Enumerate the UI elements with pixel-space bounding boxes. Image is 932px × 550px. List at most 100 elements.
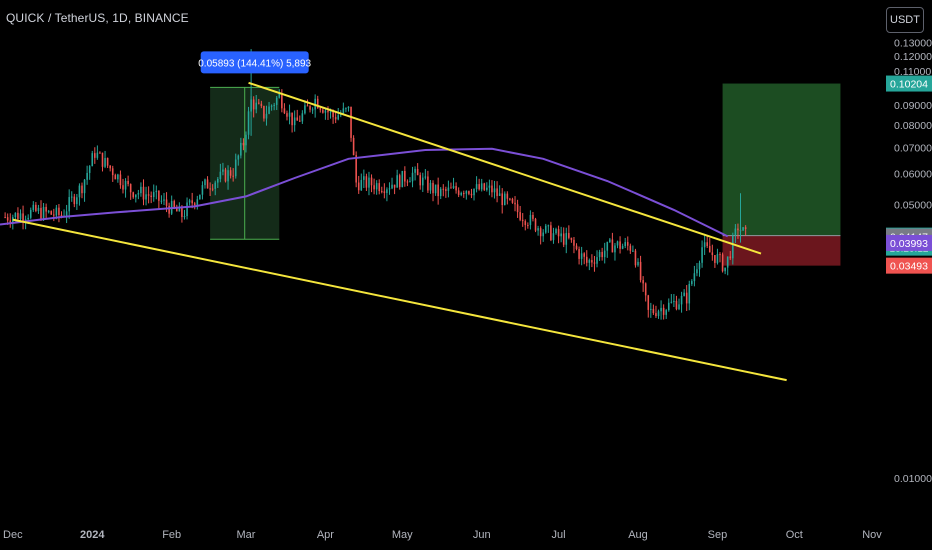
candle-body bbox=[142, 186, 145, 200]
y-axis-tick-label: 0.07000 bbox=[894, 143, 932, 155]
candle-body bbox=[168, 205, 170, 214]
candle-body bbox=[78, 185, 81, 198]
candle-body bbox=[442, 188, 445, 190]
candle-body bbox=[386, 189, 388, 193]
candle-body bbox=[657, 311, 660, 317]
candle-body bbox=[252, 99, 255, 110]
candle-body bbox=[260, 103, 263, 107]
candle-body bbox=[209, 188, 211, 190]
candle-body bbox=[542, 232, 545, 237]
candle-body bbox=[509, 198, 511, 200]
x-axis-tick-label: Sep bbox=[708, 529, 728, 541]
trendline-lower bbox=[12, 218, 787, 382]
candle-body bbox=[127, 180, 129, 185]
candle-body bbox=[347, 106, 350, 109]
candle-body bbox=[667, 302, 670, 311]
candle-body bbox=[176, 207, 178, 212]
candle-body bbox=[652, 308, 655, 314]
candle-body bbox=[211, 188, 214, 190]
candle-body bbox=[334, 117, 337, 120]
candle-body bbox=[678, 304, 680, 310]
candle-body bbox=[99, 152, 101, 154]
candle-body bbox=[132, 192, 135, 198]
candle-body bbox=[493, 188, 496, 193]
candle-body bbox=[457, 190, 460, 195]
candle-body bbox=[158, 190, 160, 201]
currency-button[interactable]: USDT bbox=[886, 7, 924, 33]
candle-body bbox=[196, 199, 199, 206]
candle-body bbox=[181, 206, 183, 217]
candle-body bbox=[514, 202, 516, 205]
candle-body bbox=[281, 93, 283, 109]
candle-body bbox=[222, 169, 224, 172]
candle-body bbox=[475, 184, 478, 189]
candle-body bbox=[268, 106, 270, 114]
candle-body bbox=[237, 155, 240, 160]
x-axis-tick-label: May bbox=[392, 529, 413, 541]
candle-body bbox=[350, 106, 352, 138]
candle-body bbox=[539, 228, 542, 237]
candle-body bbox=[257, 102, 260, 104]
candle-body bbox=[214, 182, 217, 189]
candle-body bbox=[227, 170, 229, 182]
candle-body bbox=[680, 295, 683, 305]
x-axis-tick-label: Nov bbox=[862, 529, 882, 541]
y-axis-tick-label: 0.01000 bbox=[894, 473, 932, 485]
moving-average-line bbox=[0, 147, 729, 238]
candle-body bbox=[40, 207, 42, 219]
candle-body bbox=[150, 195, 152, 198]
price-label: 0.10204 bbox=[890, 79, 928, 91]
y-axis-tick-label: 0.11000 bbox=[894, 66, 931, 78]
candle-body bbox=[465, 191, 468, 194]
trendline-upper bbox=[248, 81, 762, 255]
price-label: 0.03493 bbox=[890, 261, 928, 273]
candle-body bbox=[439, 188, 442, 197]
candle-body bbox=[193, 203, 196, 206]
candle-body bbox=[729, 256, 732, 259]
candle-body bbox=[716, 254, 719, 263]
candle-body bbox=[511, 198, 514, 203]
candle-body bbox=[470, 193, 473, 196]
candle-body bbox=[647, 295, 650, 310]
candle-body bbox=[378, 183, 381, 192]
candle-body bbox=[537, 228, 539, 231]
candle-body bbox=[488, 185, 491, 188]
candle-body bbox=[324, 110, 327, 113]
candle-body bbox=[355, 155, 357, 183]
candle-body bbox=[145, 194, 147, 200]
candle-body bbox=[596, 257, 598, 264]
candle-body bbox=[9, 220, 12, 223]
candle-body bbox=[734, 228, 737, 236]
candle-body bbox=[255, 102, 258, 110]
candle-body bbox=[140, 186, 142, 194]
candle-body bbox=[452, 186, 455, 189]
candle-body bbox=[275, 97, 278, 105]
candle-body bbox=[114, 175, 117, 180]
candle-body bbox=[360, 179, 363, 191]
candle-body bbox=[137, 193, 140, 195]
candle-body bbox=[370, 177, 373, 186]
candle-body bbox=[375, 183, 378, 190]
candle-body bbox=[296, 117, 299, 121]
candle-body bbox=[283, 108, 286, 114]
candle-body bbox=[278, 93, 281, 98]
candle-body bbox=[506, 193, 509, 199]
candle-body bbox=[91, 153, 94, 167]
candle-body bbox=[345, 108, 347, 110]
candle-body bbox=[552, 233, 555, 241]
candle-body bbox=[383, 191, 386, 193]
candle-body bbox=[642, 280, 644, 284]
candle-body bbox=[588, 260, 591, 263]
candle-body bbox=[550, 225, 552, 241]
candle-body bbox=[396, 175, 398, 188]
candle-body bbox=[603, 250, 606, 258]
y-axis-tick-label: 0.12000 bbox=[894, 51, 932, 63]
candle-body bbox=[186, 202, 188, 217]
candle-body bbox=[732, 235, 734, 259]
candle-body bbox=[388, 188, 391, 190]
candle-body bbox=[22, 213, 24, 221]
candle-body bbox=[81, 185, 83, 194]
candle-body bbox=[662, 307, 665, 315]
candle-body bbox=[293, 117, 296, 126]
